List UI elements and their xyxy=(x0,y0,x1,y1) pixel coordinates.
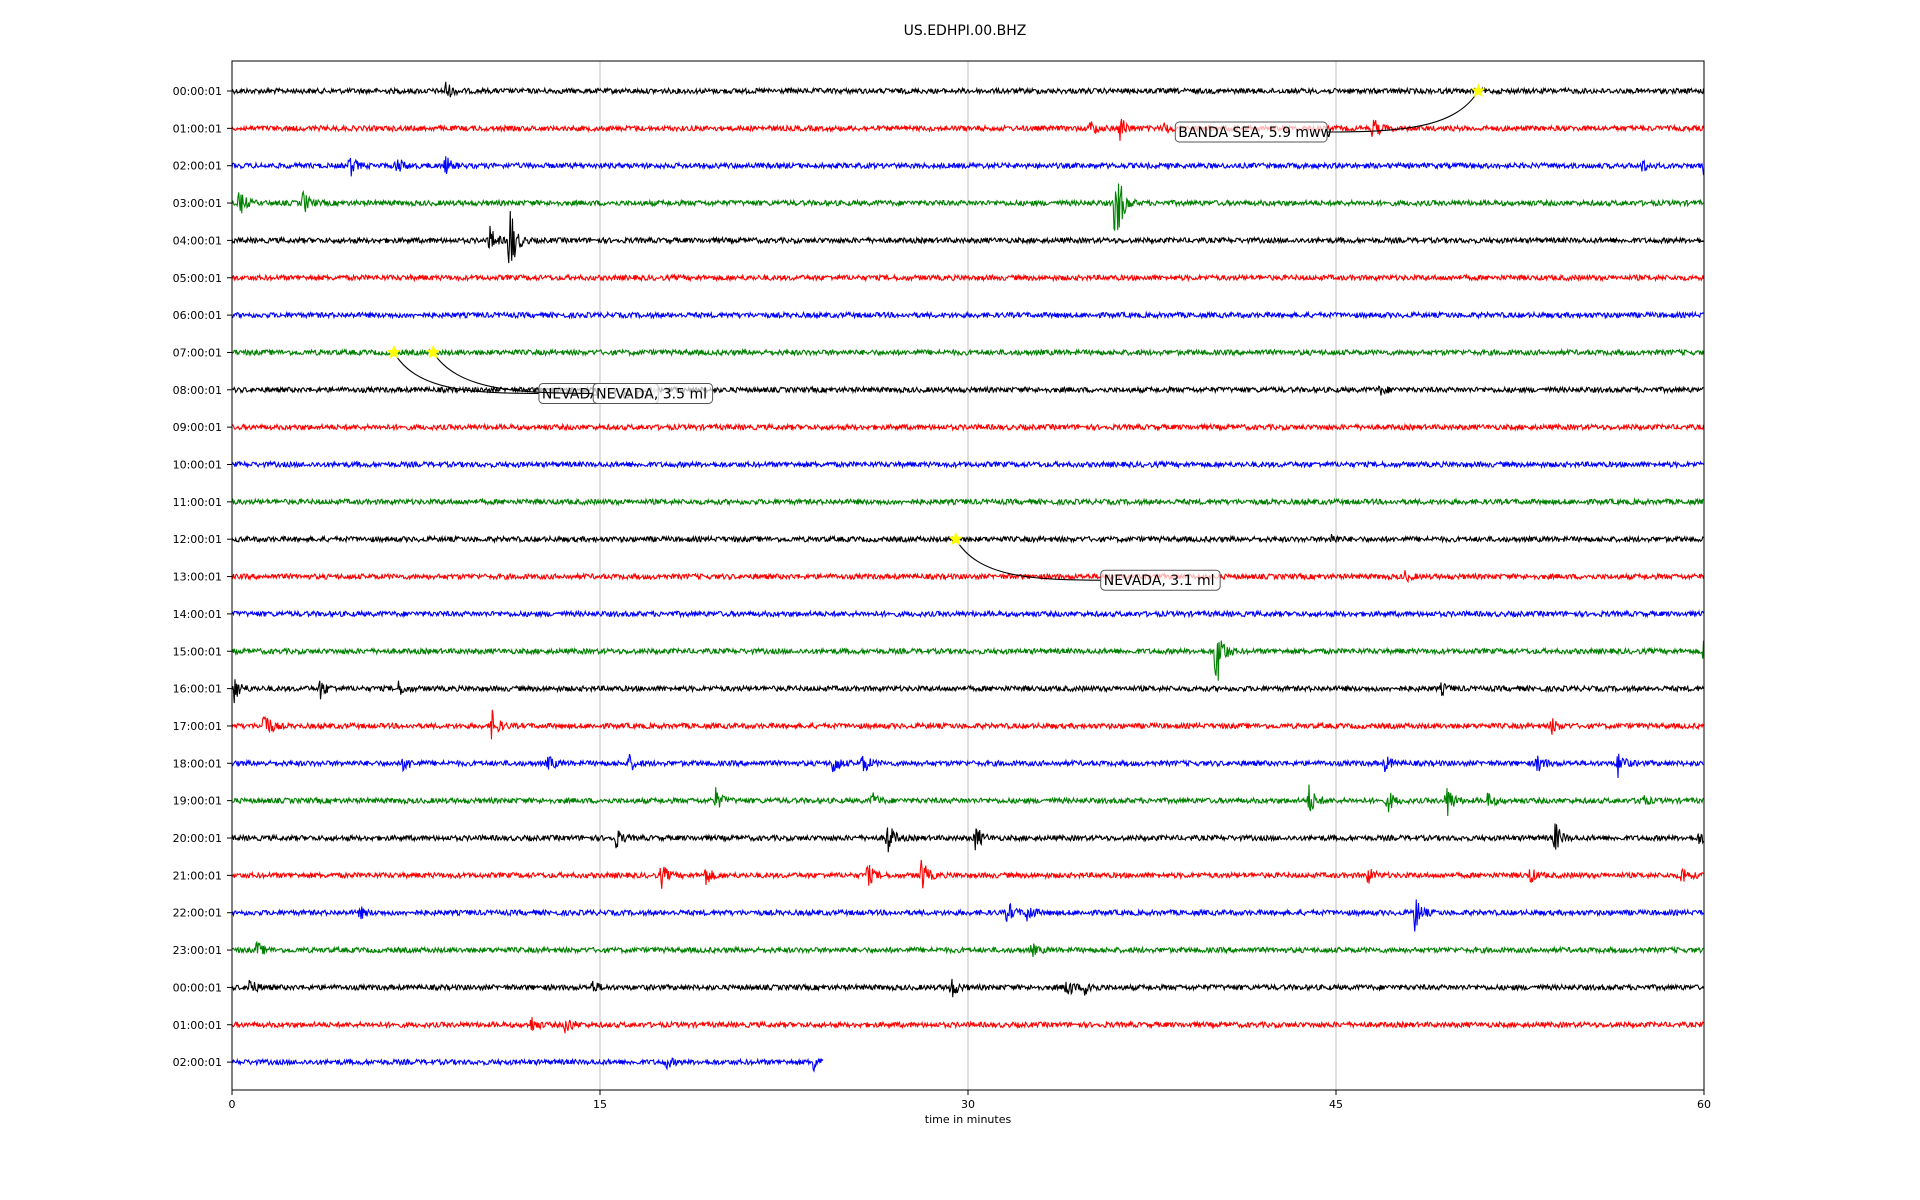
y-tick-label-10: 10:00:01 xyxy=(173,459,222,472)
trace-24 xyxy=(231,978,1705,998)
y-tick-label-9: 09:00:01 xyxy=(173,421,222,434)
x-axis-label: time in minutes xyxy=(925,1113,1012,1126)
trace-1 xyxy=(231,118,1705,141)
y-tick-label-6: 06:00:01 xyxy=(173,309,222,322)
trace-6 xyxy=(231,310,1704,320)
trace-10 xyxy=(231,459,1704,470)
trace-8 xyxy=(231,385,1704,396)
annotation-label-2: NEVADA, 3.5 ml xyxy=(596,386,707,402)
trace-2 xyxy=(231,156,1705,177)
annotation-connector-1 xyxy=(393,352,539,394)
x-axis: 0 15 30 45 60 xyxy=(229,1090,1711,1111)
trace-14 xyxy=(231,609,1705,619)
x-tick-label-4: 60 xyxy=(1697,1098,1711,1111)
seismic-traces xyxy=(231,81,1705,1073)
trace-23 xyxy=(231,940,1704,958)
chart-title: US.EDHPI.00.BHZ xyxy=(904,23,1027,39)
y-tick-label-11: 11:00:01 xyxy=(173,496,222,509)
y-axis-labels: 00:00:01 01:00:01 02:00:01 03:00:01 04:00:01… xyxy=(173,85,232,1069)
trace-18 xyxy=(231,753,1704,778)
trace-13 xyxy=(231,570,1705,584)
y-tick-label-0: 00:00:01 xyxy=(173,85,222,98)
event-marker-0 xyxy=(1470,83,1486,98)
annotation-box-2 xyxy=(592,382,714,404)
y-tick-label-18: 18:00:01 xyxy=(173,757,222,770)
trace-16 xyxy=(231,679,1705,704)
y-tick-label-3: 03:00:01 xyxy=(173,197,222,210)
annotation-label-0: BANDA SEA, 5.9 mww xyxy=(1178,125,1332,141)
y-tick-label-15: 15:00:01 xyxy=(173,645,222,658)
y-tick-label-2: 02:00:01 xyxy=(173,160,222,173)
x-tick-label-2: 30 xyxy=(961,1098,975,1111)
trace-20 xyxy=(231,823,1704,853)
trace-19 xyxy=(231,784,1704,817)
y-tick-label-19: 19:00:01 xyxy=(173,795,222,808)
y-tick-label-8: 08:00:01 xyxy=(173,384,222,397)
trace-22 xyxy=(231,899,1704,932)
trace-26 xyxy=(231,1057,824,1073)
trace-11 xyxy=(231,497,1704,507)
trace-0 xyxy=(231,81,1705,98)
y-tick-label-7: 07:00:01 xyxy=(173,346,222,359)
y-tick-label-12: 12:00:01 xyxy=(173,533,222,546)
y-tick-label-17: 17:00:01 xyxy=(173,720,222,733)
grid-lines xyxy=(599,61,1337,1090)
y-tick-label-5: 05:00:01 xyxy=(173,272,222,285)
y-tick-label-25: 01:00:01 xyxy=(173,1019,222,1032)
y-tick-label-14: 14:00:01 xyxy=(173,608,222,621)
trace-5 xyxy=(231,273,1705,283)
y-tick-label-23: 23:00:01 xyxy=(173,944,222,957)
event-marker-2 xyxy=(425,344,441,359)
event-marker-3 xyxy=(948,531,964,546)
annotation-connector-2 xyxy=(432,352,594,394)
y-tick-label-4: 04:00:01 xyxy=(173,234,222,247)
event-marker-1 xyxy=(386,344,402,359)
y-tick-label-24: 00:00:01 xyxy=(173,981,222,994)
annotation-connector-3 xyxy=(955,538,1101,581)
trace-9 xyxy=(231,422,1705,432)
y-tick-label-16: 16:00:01 xyxy=(173,683,222,696)
y-tick-label-20: 20:00:01 xyxy=(173,832,222,845)
x-tick-label-1: 15 xyxy=(593,1098,607,1111)
x-tick-label-0: 0 xyxy=(229,1098,236,1111)
y-tick-label-26: 02:00:01 xyxy=(173,1056,222,1069)
x-tick-label-3: 45 xyxy=(1329,1098,1343,1111)
y-tick-label-21: 21:00:01 xyxy=(173,869,222,882)
trace-12 xyxy=(231,533,1704,544)
annotation-connector-0 xyxy=(1327,90,1479,133)
trace-3 xyxy=(231,183,1704,231)
trace-15 xyxy=(231,640,1705,681)
annotation-box-0 xyxy=(1174,121,1328,143)
trace-17 xyxy=(231,709,1705,740)
trace-7 xyxy=(231,347,1705,357)
trace-21 xyxy=(231,859,1704,889)
trace-4 xyxy=(231,211,1704,264)
y-tick-label-22: 22:00:01 xyxy=(173,907,222,920)
y-tick-label-13: 13:00:01 xyxy=(173,571,222,584)
y-tick-label-1: 01:00:01 xyxy=(173,122,222,135)
annotation-box-3 xyxy=(1100,569,1221,591)
annotation-label-3: NEVADA, 3.1 ml xyxy=(1104,573,1215,589)
trace-25 xyxy=(231,1017,1704,1034)
